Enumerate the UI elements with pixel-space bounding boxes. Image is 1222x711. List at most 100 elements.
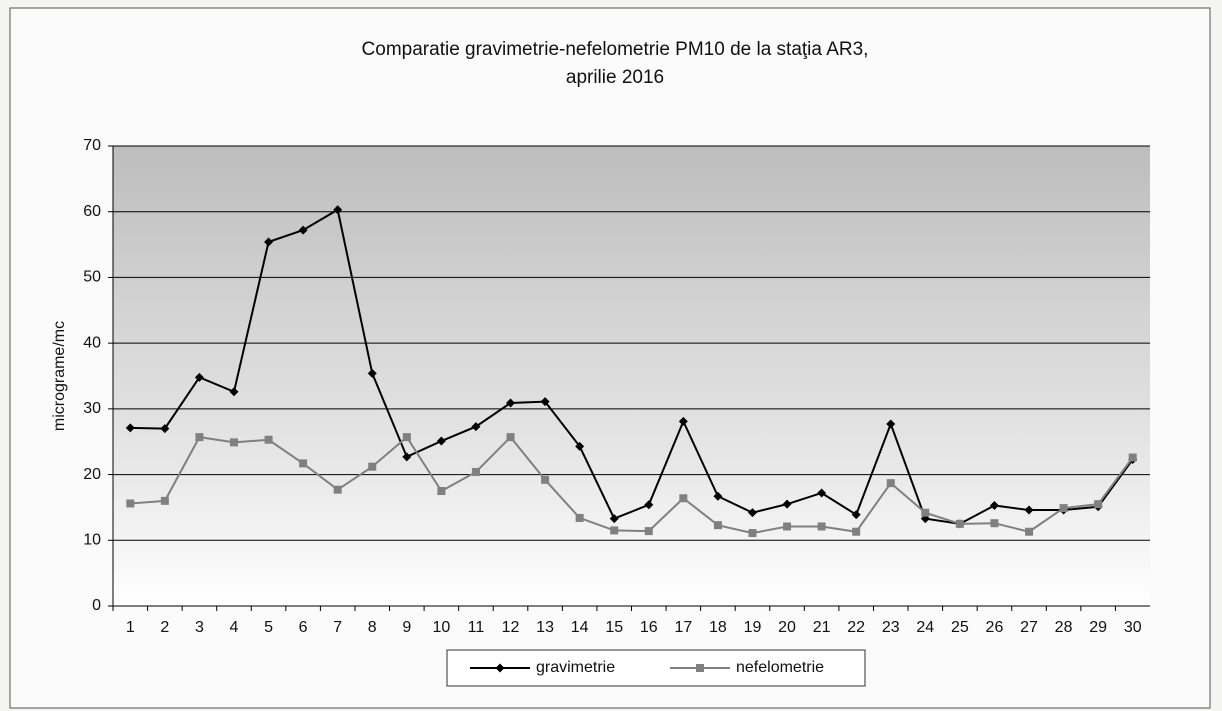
data-point <box>540 397 550 407</box>
data-point <box>437 487 446 495</box>
data-point <box>541 475 550 484</box>
data-point <box>436 436 446 446</box>
data-point <box>921 508 930 517</box>
x-tick-label: 18 <box>709 619 727 636</box>
data-point <box>333 205 343 215</box>
y-tick-label: 70 <box>83 137 101 154</box>
data-point <box>402 433 411 442</box>
data-point <box>748 529 757 538</box>
data-point <box>747 508 757 518</box>
data-point <box>852 527 861 536</box>
data-point <box>160 496 169 505</box>
y-tick-label: 0 <box>92 597 101 614</box>
data-point <box>506 433 515 442</box>
data-point <box>1024 505 1034 515</box>
x-tick-label: 3 <box>195 619 204 636</box>
x-tick-label: 16 <box>640 619 658 636</box>
x-tick-label: 23 <box>882 619 900 636</box>
legend-marker <box>696 664 704 672</box>
x-tick-label: 27 <box>1020 619 1038 636</box>
data-point <box>195 433 204 442</box>
data-point <box>1094 500 1103 509</box>
data-point <box>333 485 342 494</box>
x-tick-label: 12 <box>502 619 520 636</box>
x-tick-label: 6 <box>299 619 308 636</box>
data-point <box>609 514 619 524</box>
x-tick-label: 19 <box>744 619 762 636</box>
data-point <box>229 438 238 447</box>
data-point <box>367 368 377 378</box>
data-point <box>990 519 999 528</box>
x-tick-label: 5 <box>264 619 273 636</box>
x-tick-label: 28 <box>1055 619 1073 636</box>
data-point <box>713 491 723 501</box>
data-point <box>955 519 964 528</box>
data-point <box>506 398 516 408</box>
plot-area <box>113 146 1150 606</box>
data-point <box>679 494 688 503</box>
data-point <box>1128 453 1137 462</box>
x-tick-label: 17 <box>674 619 692 636</box>
data-point <box>644 527 653 536</box>
data-point <box>368 462 377 471</box>
chart-title: aprilie 2016 <box>566 67 664 88</box>
x-tick-label: 4 <box>230 619 239 636</box>
y-axis-label: micrograme/mc <box>51 321 68 431</box>
x-tick-label: 29 <box>1089 619 1107 636</box>
data-point <box>264 237 274 247</box>
data-point <box>575 441 585 451</box>
data-point <box>817 522 826 531</box>
data-point <box>471 422 481 432</box>
x-tick-label: 30 <box>1124 619 1142 636</box>
data-point <box>402 452 412 462</box>
x-tick-label: 15 <box>605 619 623 636</box>
data-point <box>264 435 273 444</box>
data-point <box>817 488 827 498</box>
x-tick-label: 11 <box>468 619 485 636</box>
data-point <box>298 225 308 235</box>
data-point <box>229 387 239 397</box>
data-point <box>299 459 308 468</box>
data-point <box>575 513 584 522</box>
data-point <box>1025 527 1034 536</box>
y-tick-label: 40 <box>83 334 101 351</box>
data-point <box>610 526 619 535</box>
series-line <box>130 435 1134 535</box>
x-tick-label: 26 <box>986 619 1004 636</box>
y-tick-label: 50 <box>83 269 101 286</box>
x-tick-label: 22 <box>847 619 865 636</box>
data-point <box>1059 504 1068 513</box>
data-point <box>644 500 654 510</box>
legend-label: nefelometrie <box>736 659 824 676</box>
x-tick-label: 9 <box>402 619 411 636</box>
chart-title: Comparatie gravimetrie-nefelometrie PM10… <box>362 39 869 60</box>
series-line <box>130 208 1134 525</box>
data-point <box>851 510 861 520</box>
legend-label: gravimetrie <box>536 659 615 676</box>
y-tick-label: 20 <box>83 466 101 483</box>
x-tick-label: 25 <box>951 619 969 636</box>
legend-marker <box>495 663 505 673</box>
x-tick-label: 8 <box>368 619 377 636</box>
x-tick-label: 14 <box>571 619 589 636</box>
data-point <box>194 372 204 382</box>
data-point <box>678 416 688 426</box>
x-tick-label: 24 <box>916 619 934 636</box>
data-point <box>126 499 135 508</box>
x-tick-label: 7 <box>333 619 342 636</box>
x-tick-label: 20 <box>778 619 796 636</box>
x-tick-label: 10 <box>432 619 450 636</box>
x-tick-label: 13 <box>536 619 554 636</box>
data-point <box>713 521 722 530</box>
data-point <box>886 419 896 429</box>
x-tick-label: 1 <box>126 619 135 636</box>
y-tick-label: 10 <box>83 532 101 549</box>
data-point <box>783 522 792 531</box>
data-point <box>160 424 170 434</box>
data-point <box>782 499 792 509</box>
x-tick-label: 2 <box>160 619 169 636</box>
x-tick-label: 21 <box>813 619 831 636</box>
data-point <box>471 467 480 476</box>
data-point <box>125 423 135 433</box>
